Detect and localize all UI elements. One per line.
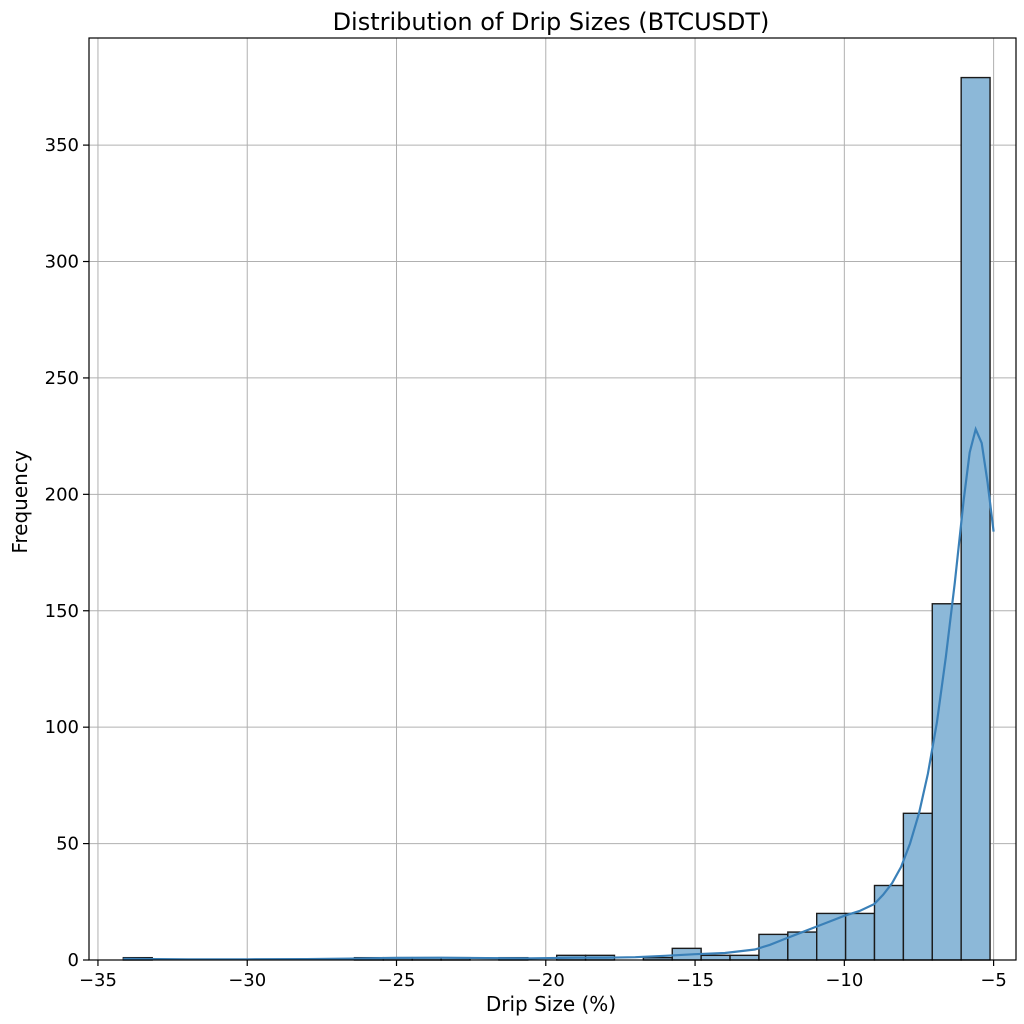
- histogram-bar: [902, 812, 933, 961]
- histogram-bar: [729, 954, 760, 961]
- y-axis-label: Frequency: [8, 450, 32, 553]
- y-tick-label: 0: [68, 950, 79, 971]
- y-tick-label: 300: [45, 252, 79, 273]
- x-axis-label: Drip Size (%): [486, 992, 616, 1016]
- x-axis-ticks: −35 −30 −25 −20 −15 −10 −5: [79, 960, 1007, 991]
- kde-curve: [123, 425, 995, 961]
- y-tick-label: 50: [56, 834, 79, 855]
- y-axis-ticks: 0 50 100 150 200 250 300 350: [45, 135, 89, 971]
- histogram-bar: [873, 884, 905, 961]
- histogram-bar: [700, 954, 731, 961]
- y-tick-label: 250: [45, 368, 79, 389]
- x-tick-label: −20: [527, 970, 565, 991]
- grid-lines: [89, 38, 1016, 961]
- y-tick-label: 100: [45, 717, 79, 738]
- y-tick-label: 200: [45, 484, 79, 505]
- y-tick-label: 350: [45, 135, 79, 156]
- histogram-bar: [960, 76, 991, 961]
- histogram-bar: [844, 912, 876, 961]
- y-tick-label: 150: [45, 601, 79, 622]
- chart-title: Distribution of Drip Sizes (BTCUSDT): [333, 8, 770, 36]
- plot-frame: [88, 37, 1017, 961]
- x-tick-label: −25: [378, 970, 416, 991]
- x-tick-label: −30: [228, 970, 266, 991]
- x-tick-label: −35: [79, 970, 117, 991]
- histogram-bar: [931, 603, 962, 961]
- x-tick-label: −5: [980, 970, 1007, 991]
- x-tick-label: −15: [676, 970, 714, 991]
- x-tick-label: −10: [825, 970, 863, 991]
- histogram-bars: [122, 76, 991, 961]
